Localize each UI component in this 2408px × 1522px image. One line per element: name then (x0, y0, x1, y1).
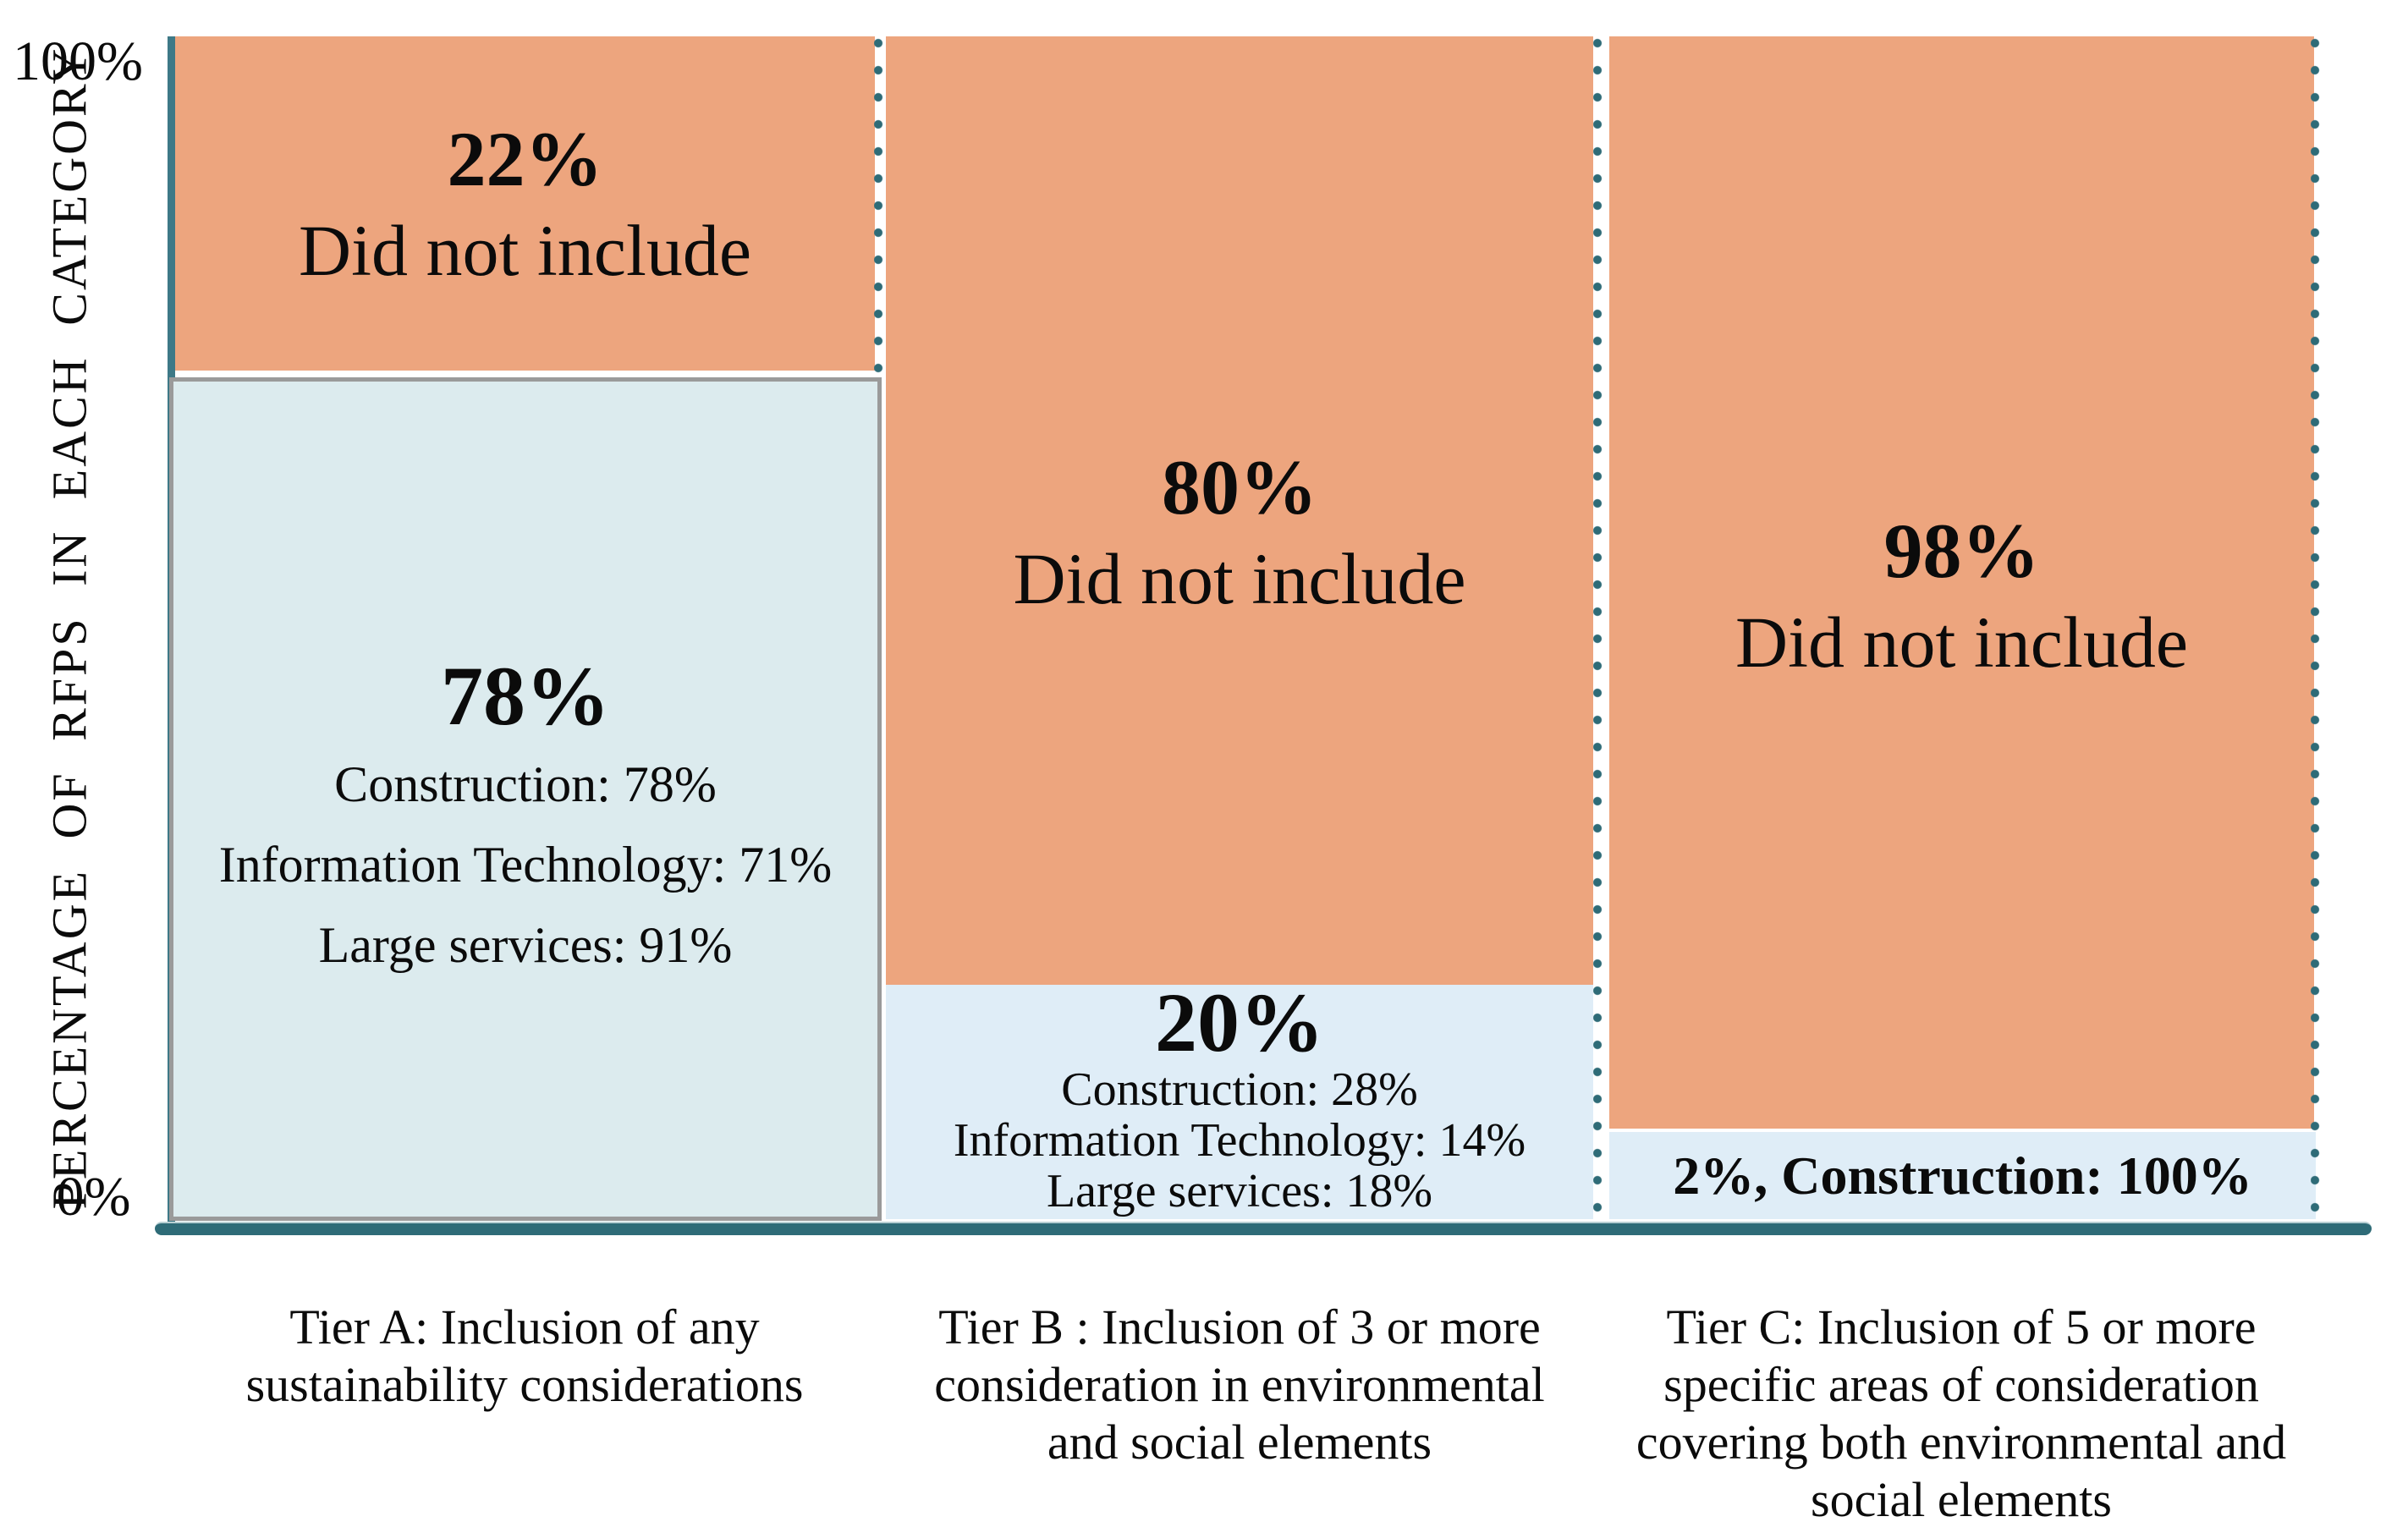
tier-b-did-not-include-pct: 80% (1162, 444, 1317, 531)
tier-c-axis-label-line1: Tier C: Inclusion of 5 or more (1666, 1299, 2257, 1354)
separator-dotted-line-c (2311, 36, 2320, 1219)
tier-b-axis-label: Tier B : Inclusion of 3 or more consider… (859, 1299, 1620, 1471)
y-tick-100: 100% (13, 30, 143, 92)
tier-b-included-segment: 20% Construction: 28% Information Techno… (886, 981, 1593, 1219)
separator-dotted-line-b (1593, 36, 1603, 1219)
tier-b-axis-label-line2: consideration in environmental (934, 1357, 1545, 1412)
tier-a-axis-label-line2: sustainability considerations (245, 1357, 804, 1412)
separator-dotted-line-a (874, 36, 883, 375)
tier-c-axis-label-line3: covering both environmental and (1636, 1415, 2287, 1470)
tier-a-axis-label-line1: Tier A: Inclusion of any (289, 1299, 760, 1354)
tier-b-did-not-include-label: Did not include (1013, 537, 1466, 619)
tier-b-included-pct: 20% (1155, 975, 1324, 1069)
tier-b-construction-value: Construction: 28% (1061, 1063, 1418, 1116)
tier-c-axis-label: Tier C: Inclusion of 5 or more specific … (1581, 1299, 2342, 1522)
tier-a-included-segment: 78% Construction: 78% Information Techno… (169, 377, 882, 1221)
tier-c-included-note: 2%, Construction: 100% (1673, 1145, 2252, 1206)
tier-a-did-not-include-label: Did not include (298, 209, 752, 291)
tier-b-did-not-include-segment: 80% Did not include (886, 36, 1593, 985)
tier-b-information-technology-value: Information Technology: 14% (953, 1114, 1526, 1167)
tier-a-included-pct: 78% (441, 648, 610, 743)
tier-a-axis-label: Tier A: Inclusion of any sustainability … (144, 1299, 905, 1414)
tier-a-information-technology-value: Information Technology: 71% (218, 836, 833, 893)
tier-c-axis-label-line4: social elements (1811, 1472, 2112, 1522)
tier-c-axis-label-line2: specific areas of consideration (1663, 1357, 2259, 1412)
x-axis-baseline (155, 1222, 2372, 1235)
tier-a-large-services-value: Large services: 91% (318, 916, 733, 973)
tier-b-axis-label-line1: Tier B : Inclusion of 3 or more (938, 1299, 1541, 1354)
tier-c-did-not-include-label: Did not include (1735, 601, 2189, 683)
y-axis-title: PERCENTAGE OF RFPS IN EACH CATEGORY (41, 46, 97, 1210)
tier-a-construction-value: Construction: 78% (334, 756, 717, 812)
y-tick-0: 0% (56, 1166, 131, 1228)
tier-a-did-not-include-segment: 22% Did not include (175, 36, 875, 371)
tier-a-did-not-include-pct: 22% (447, 116, 603, 203)
tier-c-did-not-include-pct: 98% (1883, 508, 2040, 595)
tier-b-axis-label-line3: and social elements (1047, 1415, 1432, 1470)
tier-b-large-services-value: Large services: 18% (1046, 1165, 1433, 1217)
tier-c-did-not-include-segment: 98% Did not include (1609, 36, 2314, 1129)
tier-c-included-segment: 2%, Construction: 100% (1609, 1132, 2316, 1219)
